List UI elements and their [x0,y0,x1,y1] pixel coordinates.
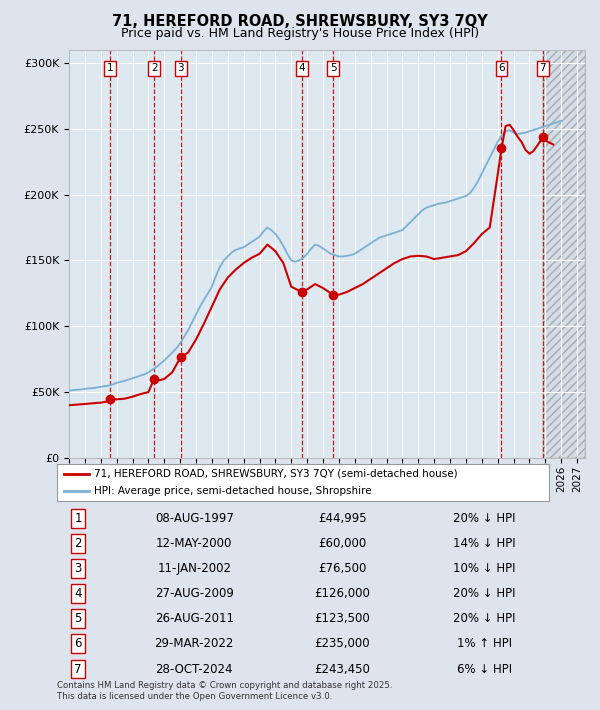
Text: 10% ↓ HPI: 10% ↓ HPI [454,562,516,575]
Text: 20% ↓ HPI: 20% ↓ HPI [454,612,516,626]
Text: 1: 1 [107,63,113,73]
Text: 7: 7 [539,63,546,73]
Text: 3: 3 [74,562,82,575]
Text: 7: 7 [74,662,82,675]
Text: 6: 6 [74,638,82,650]
Text: 1: 1 [74,512,82,525]
Text: Contains HM Land Registry data © Crown copyright and database right 2025.
This d: Contains HM Land Registry data © Crown c… [57,682,392,701]
Text: Price paid vs. HM Land Registry's House Price Index (HPI): Price paid vs. HM Land Registry's House … [121,27,479,40]
Text: 14% ↓ HPI: 14% ↓ HPI [454,537,516,550]
Text: 28-OCT-2024: 28-OCT-2024 [155,662,233,675]
Text: 5: 5 [330,63,337,73]
Text: HPI: Average price, semi-detached house, Shropshire: HPI: Average price, semi-detached house,… [94,486,371,496]
Text: 5: 5 [74,612,82,626]
Text: 20% ↓ HPI: 20% ↓ HPI [454,587,516,600]
Text: £235,000: £235,000 [314,638,370,650]
Text: £123,500: £123,500 [314,612,370,626]
Text: 71, HEREFORD ROAD, SHREWSBURY, SY3 7QY (semi-detached house): 71, HEREFORD ROAD, SHREWSBURY, SY3 7QY (… [94,469,458,479]
Text: 1% ↑ HPI: 1% ↑ HPI [457,638,512,650]
Text: 3: 3 [178,63,184,73]
Text: 08-AUG-1997: 08-AUG-1997 [155,512,234,525]
Text: 26-AUG-2011: 26-AUG-2011 [155,612,234,626]
Text: 71, HEREFORD ROAD, SHREWSBURY, SY3 7QY: 71, HEREFORD ROAD, SHREWSBURY, SY3 7QY [112,13,488,29]
Text: £243,450: £243,450 [314,662,370,675]
Text: 2: 2 [151,63,157,73]
Text: 20% ↓ HPI: 20% ↓ HPI [454,512,516,525]
Text: 6: 6 [498,63,505,73]
Text: £76,500: £76,500 [318,562,367,575]
Text: £126,000: £126,000 [314,587,370,600]
Text: £44,995: £44,995 [318,512,367,525]
Bar [542,50,585,458]
Text: 12-MAY-2000: 12-MAY-2000 [156,537,232,550]
Text: 4: 4 [298,63,305,73]
Text: 2: 2 [74,537,82,550]
Text: 4: 4 [74,587,82,600]
Text: 29-MAR-2022: 29-MAR-2022 [155,638,234,650]
Text: 11-JAN-2002: 11-JAN-2002 [157,562,231,575]
Text: £60,000: £60,000 [318,537,366,550]
Text: 27-AUG-2009: 27-AUG-2009 [155,587,234,600]
Text: 6% ↓ HPI: 6% ↓ HPI [457,662,512,675]
Bar [542,50,585,458]
